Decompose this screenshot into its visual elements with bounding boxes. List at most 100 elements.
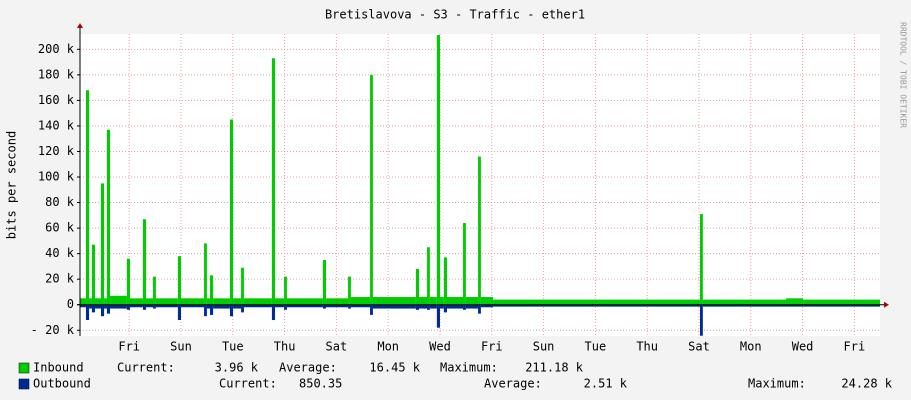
legend: Inbound Current: 3.96 k Average: 16.45 k… — [18, 361, 893, 391]
legend-value: 211.18 k — [525, 361, 584, 375]
bar — [146, 304, 154, 308]
x-tick-label: Sun — [170, 340, 192, 354]
legend-label: Average: — [279, 361, 337, 375]
bar — [785, 298, 804, 305]
bar — [129, 304, 143, 308]
bar — [419, 304, 428, 309]
bar — [126, 258, 130, 305]
bar — [419, 297, 428, 305]
bar — [478, 304, 481, 314]
y-tick-label: 120 k — [38, 144, 75, 158]
legend-swatch — [18, 362, 30, 374]
bar — [181, 304, 205, 308]
bar — [370, 304, 373, 315]
bar — [104, 298, 107, 305]
bar — [439, 297, 444, 305]
bar — [100, 183, 105, 305]
y-tick-label: - 20 k — [31, 323, 75, 337]
bar — [350, 304, 371, 308]
bar — [210, 304, 214, 315]
x-tick-label: Fri — [844, 340, 866, 354]
bar — [480, 297, 494, 305]
bar — [110, 295, 127, 305]
watermark: RRDTOOL / TOBI OETIKER — [899, 22, 908, 128]
bar — [206, 304, 211, 309]
bar — [275, 298, 285, 305]
bar — [229, 119, 234, 305]
y-tick-label: 60 k — [45, 221, 75, 235]
bar — [275, 304, 285, 308]
bar — [463, 304, 466, 310]
bar — [243, 298, 272, 305]
bar — [210, 275, 214, 305]
bar — [427, 304, 430, 310]
bar — [213, 304, 230, 309]
y-tick-label: 40 k — [45, 246, 75, 260]
bar — [702, 299, 786, 305]
bar — [785, 304, 804, 307]
bar — [465, 297, 479, 305]
bar — [348, 276, 351, 305]
bar — [95, 298, 101, 305]
y-tick-label: 20 k — [45, 272, 75, 286]
y-tick-label: 180 k — [38, 67, 75, 81]
bar — [465, 304, 479, 309]
bar — [700, 304, 703, 336]
x-tick-label: Sat — [326, 340, 348, 354]
y-tick-label: 140 k — [38, 118, 75, 132]
bar — [233, 298, 242, 305]
bar — [271, 58, 276, 305]
bar — [155, 298, 178, 305]
bar — [443, 304, 447, 313]
bar — [372, 304, 416, 309]
bar — [100, 304, 105, 317]
bar — [213, 298, 230, 305]
bar — [415, 304, 420, 310]
bar — [91, 304, 96, 313]
bar — [233, 304, 242, 309]
bar — [415, 268, 420, 305]
bar — [700, 214, 703, 305]
y-tick-label: 160 k — [38, 93, 75, 107]
chart-title: Bretislavova - S3 - Traffic - ether1 — [325, 8, 585, 22]
x-tick-label: Wed — [792, 340, 814, 354]
bar — [80, 304, 86, 308]
bar — [322, 260, 327, 305]
bar — [370, 74, 373, 305]
bar — [348, 304, 351, 309]
bar — [153, 276, 156, 305]
y-tick-label: 100 k — [38, 170, 75, 184]
bar — [286, 298, 323, 305]
bar — [326, 304, 349, 308]
bar — [155, 304, 178, 308]
bar — [95, 304, 101, 309]
x-tick-label: Fri — [118, 340, 140, 354]
bar — [493, 299, 701, 305]
x-tick-label: Mon — [740, 340, 762, 354]
y-tick-label: 80 k — [45, 195, 75, 209]
y-tick-label: 0 — [67, 297, 74, 311]
bar — [89, 304, 92, 309]
legend-value: 16.45 k — [369, 361, 420, 375]
bar — [429, 297, 437, 305]
y-axis-label: bits per second — [5, 131, 19, 239]
bar — [177, 256, 182, 305]
bar — [803, 304, 880, 307]
bar — [243, 304, 272, 308]
x-tick-label: Sun — [533, 340, 555, 354]
bar — [322, 304, 327, 309]
bar — [463, 222, 466, 305]
bar — [436, 35, 440, 305]
bar — [284, 304, 287, 310]
legend-value: 24.28 k — [841, 377, 892, 391]
bar — [286, 304, 323, 308]
bar — [439, 304, 444, 309]
legend-label: Average: — [484, 377, 542, 391]
bar — [241, 267, 244, 305]
bar — [480, 304, 494, 308]
x-tick-label: Mon — [377, 340, 399, 354]
x-tick-label: Thu — [274, 340, 296, 354]
bar — [446, 297, 464, 305]
bar — [85, 304, 90, 321]
